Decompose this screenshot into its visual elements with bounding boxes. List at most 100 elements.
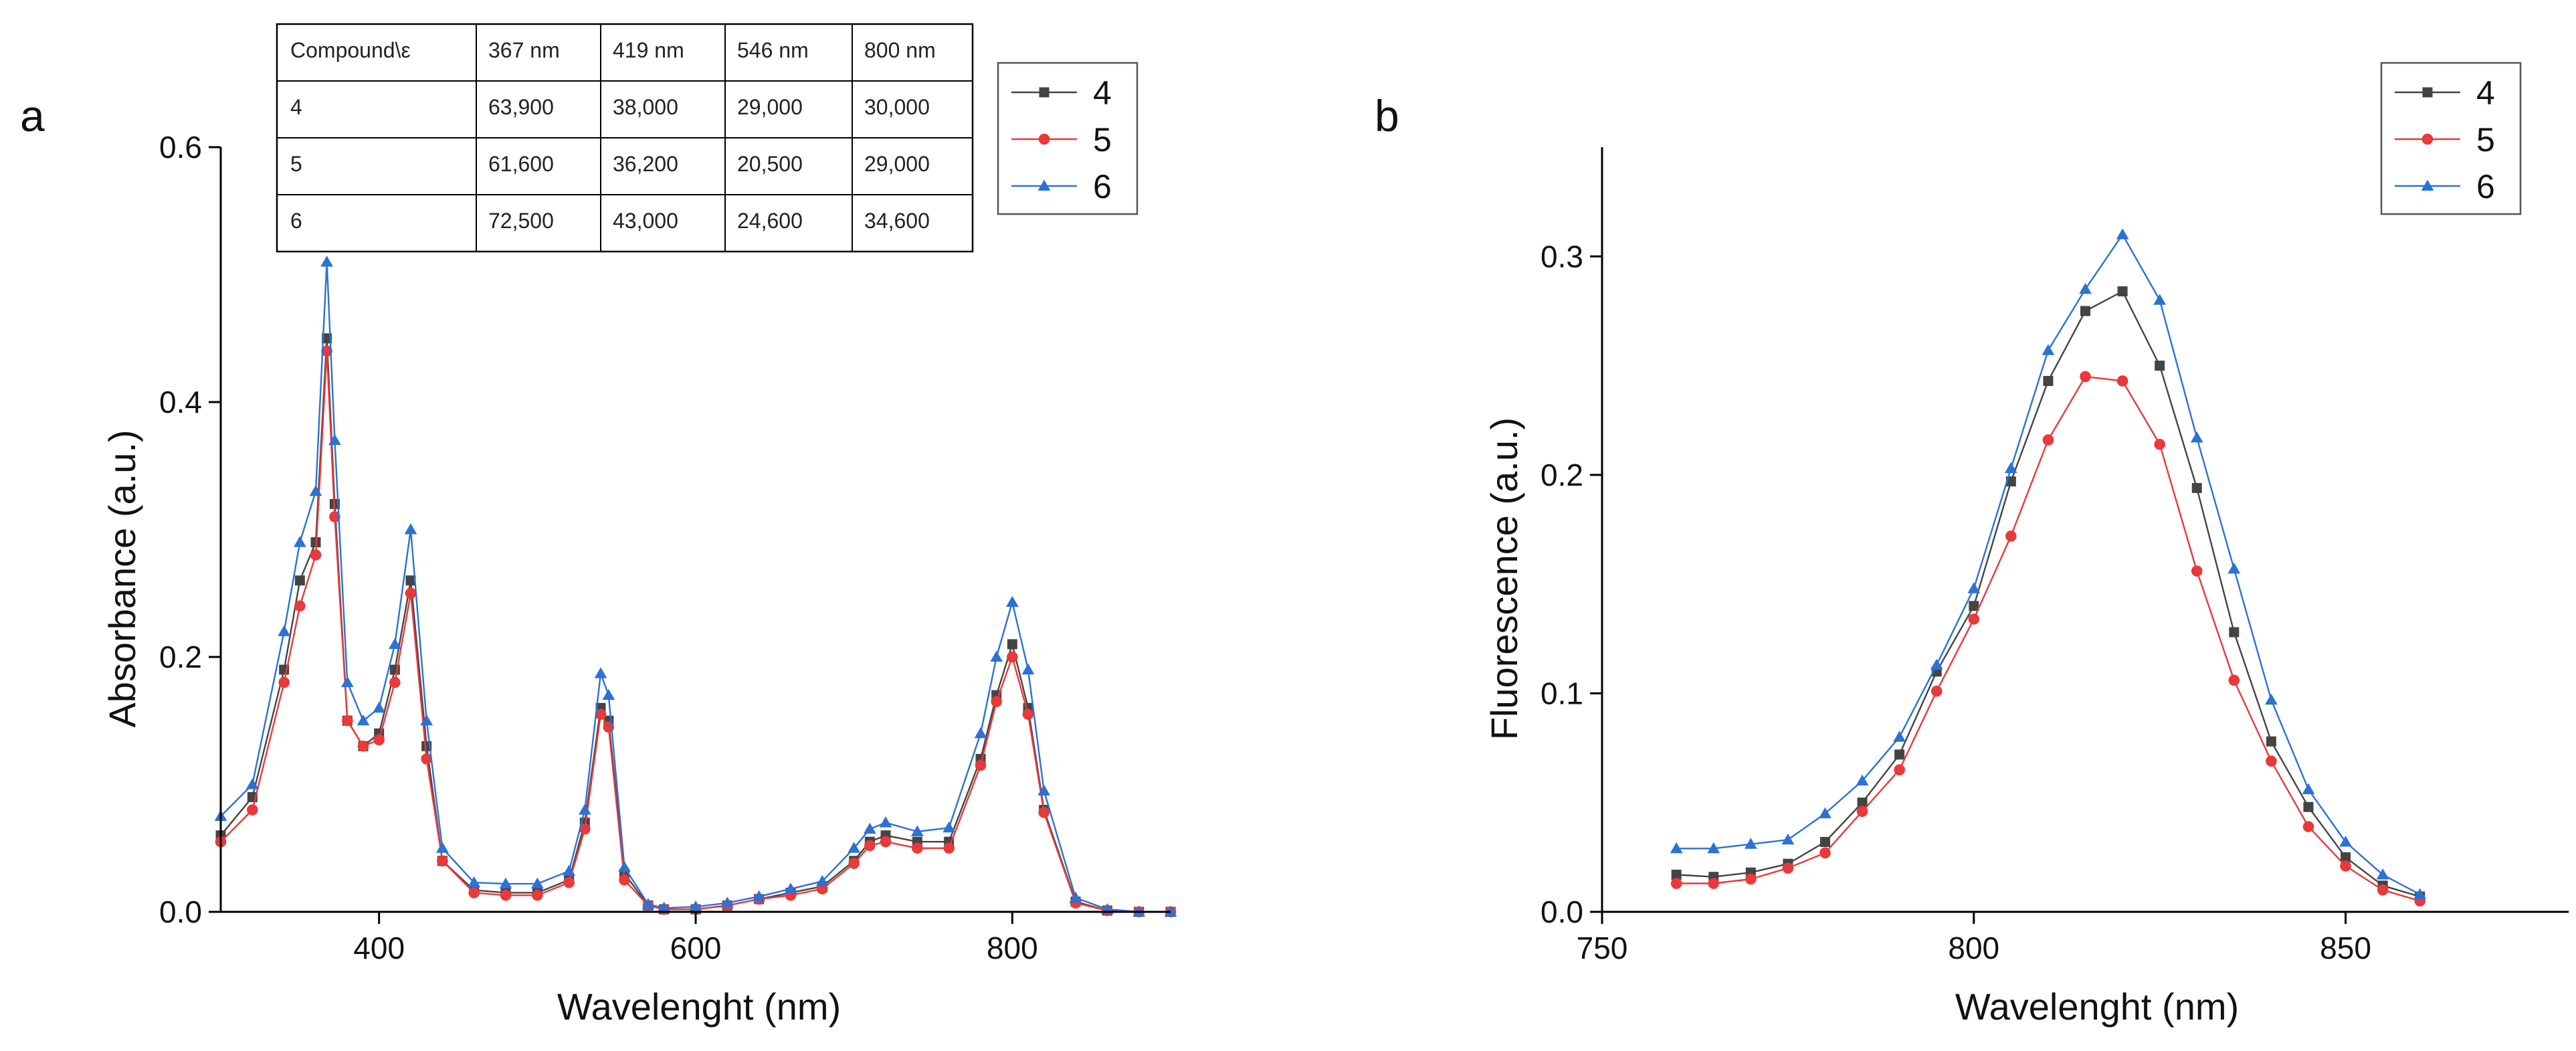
series-6-point (1856, 774, 1869, 786)
series-5-point (1670, 878, 1682, 889)
series-4-point (2191, 482, 2202, 493)
series-6-point (328, 434, 341, 446)
series-6-point (863, 822, 876, 834)
series-5-point (2005, 530, 2017, 542)
series-6-point (1781, 833, 1795, 845)
series-6-point (435, 842, 449, 853)
table-cell: 20,500 (737, 152, 803, 176)
series-5-point (563, 876, 575, 888)
series-6-point (720, 896, 734, 908)
series-6-point (2302, 783, 2315, 795)
series-5-point (2266, 755, 2277, 767)
series-6-point (2413, 888, 2427, 899)
series-5-point (817, 883, 828, 895)
series-5-point (342, 714, 353, 727)
series-6-point (1930, 658, 1943, 670)
series-6-point (2042, 344, 2055, 355)
series-6-point (373, 701, 386, 713)
series-5-point (1894, 764, 1905, 776)
series-5-point (294, 600, 306, 612)
series-4-point (2043, 375, 2054, 386)
legend-label-4: 4 (1093, 74, 1112, 112)
series-5-point (310, 549, 322, 561)
series-4-point (2303, 801, 2314, 812)
panel-a-legend: 4 5 6 (997, 62, 1138, 215)
series-5-point (2191, 565, 2203, 577)
table-cell: 43,000 (613, 209, 678, 233)
legend-marker-4 (2422, 87, 2433, 98)
series-4-point (1819, 836, 1830, 847)
y-tick-label: 0.6 (159, 130, 202, 165)
legend-marker-6 (2421, 179, 2434, 191)
panel-a-y-ticks: 0.0 0.2 0.4 0.6 (159, 130, 221, 929)
series-6-point (1670, 842, 1683, 854)
series-6-point (2339, 836, 2352, 847)
y-tick-label: 0.1 (1541, 676, 1583, 710)
series-6-point (468, 876, 481, 888)
series-6-point (910, 825, 924, 837)
series-5-point (864, 840, 876, 852)
series-6-point (602, 688, 615, 700)
table-cell: 63,900 (488, 95, 554, 119)
series-6-point (2190, 431, 2203, 443)
series-6-point (578, 803, 591, 815)
table-cell: 36,200 (613, 152, 678, 176)
table-cell: 29,000 (864, 152, 930, 176)
series-6-point (618, 860, 631, 872)
series-5-point (532, 889, 543, 901)
series-5-point (1038, 807, 1050, 818)
series-6-point (2376, 868, 2389, 880)
series-5-point (278, 676, 290, 688)
panel-b-letter: b (1375, 91, 1399, 140)
series-6-point (1037, 784, 1051, 796)
series-4-point (2080, 306, 2090, 316)
table-header-cell: 800 nm (864, 38, 936, 62)
series-5-point (2228, 674, 2240, 686)
series-5-point (1819, 847, 1831, 859)
series-4-point (1857, 797, 1868, 808)
series-6-point (815, 874, 829, 886)
y-tick-label: 0.0 (1541, 894, 1583, 929)
legend-marker-5 (2421, 133, 2434, 145)
series-6-point (594, 667, 607, 678)
series-5-point (991, 696, 1002, 707)
series-6-point (2265, 693, 2278, 705)
x-tick-label: 750 (1577, 931, 1628, 965)
series-6-point (753, 890, 766, 902)
series-6-point (1744, 838, 1757, 849)
series-5-point (500, 889, 512, 901)
series-6-point (320, 256, 333, 267)
series-5-line (220, 350, 1171, 913)
series-5-point (468, 887, 480, 898)
series-6-point (641, 898, 655, 909)
series-6-point (388, 638, 401, 649)
series-6-point (309, 484, 322, 496)
panel-b-legend: 4 5 6 (2380, 62, 2522, 215)
series-6-point (340, 676, 354, 688)
series-6-point (245, 778, 259, 789)
panel-a-x-axis-title: Wavelenght (nm) (557, 985, 841, 1028)
series-6-point (2227, 562, 2241, 574)
panel-a-x-ticks: 400 600 800 (353, 912, 1038, 965)
series-4-point (1007, 639, 1017, 650)
series-6-point (784, 882, 797, 894)
series-6-point (879, 816, 892, 828)
legend-label-4: 4 (2476, 74, 2495, 112)
table-cell: 30,000 (864, 95, 930, 119)
series-4-point (2155, 361, 2165, 371)
legend-marker-4 (1039, 87, 1050, 98)
series-5-point (1968, 613, 1980, 625)
series-6-point (278, 625, 291, 636)
series-6-point (530, 877, 544, 889)
series-6-point (1893, 731, 1906, 742)
series-6-line (1676, 233, 2421, 895)
series-5-point (247, 804, 258, 816)
series-6-point (1819, 807, 1831, 819)
series-5-point (405, 587, 417, 599)
series-6-point (974, 727, 987, 739)
legend-marker-5 (1038, 133, 1050, 145)
series-5-point (2080, 371, 2091, 383)
table-cell: 72,500 (488, 209, 554, 233)
panel-b-legend-rows: 4 5 6 (2395, 74, 2495, 205)
series-5-point (2042, 434, 2054, 446)
